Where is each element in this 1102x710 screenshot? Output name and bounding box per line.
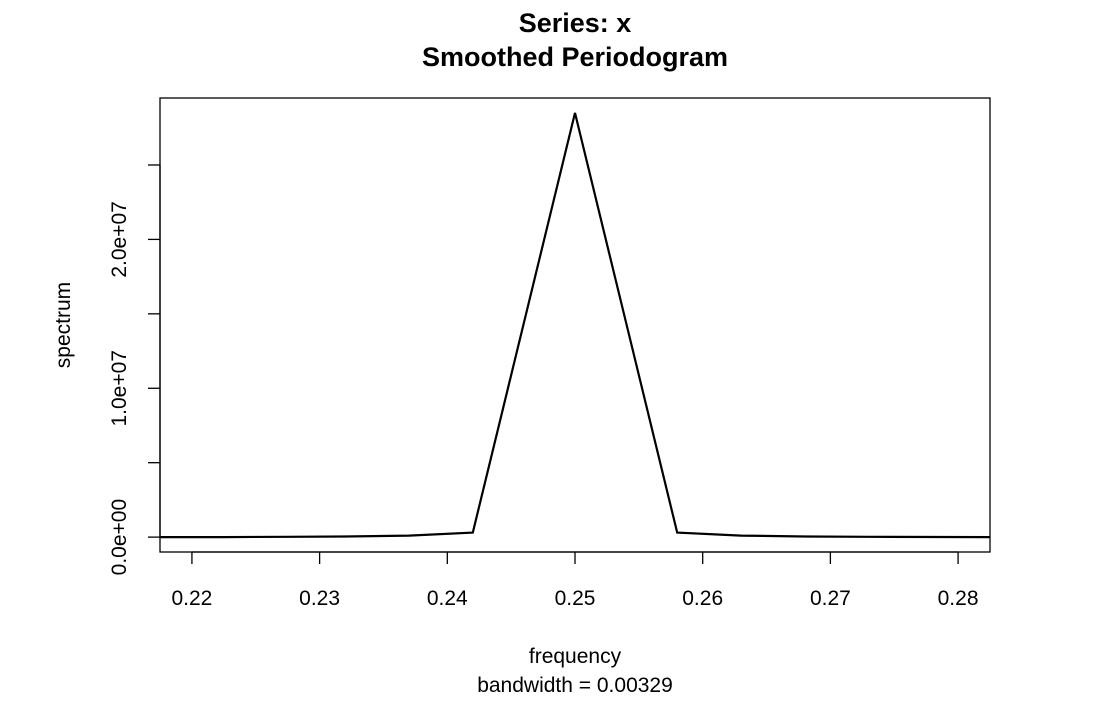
- x-tick-label: 0.23: [299, 587, 340, 610]
- x-tick-label: 0.27: [810, 587, 851, 610]
- x-tick-label: 0.28: [938, 587, 979, 610]
- bandwidth-label: bandwidth = 0.00329: [477, 674, 673, 697]
- chart-subtitle: Smoothed Periodogram: [422, 42, 728, 72]
- chart-title: Series: x: [519, 8, 632, 38]
- x-tick-label: 0.24: [427, 587, 468, 610]
- x-axis-title: frequency: [529, 645, 622, 668]
- y-axis: 0.0e+00 1.0e+07 2.0e+07: [108, 164, 161, 576]
- x-tick-label: 0.22: [171, 587, 212, 610]
- x-axis: 0.22 0.23 0.24 0.25 0.26 0.27 0.28: [171, 551, 979, 610]
- y-tick-label: 2.0e+07: [108, 201, 131, 278]
- spectrum-line: [160, 112, 991, 539]
- x-tick-label: 0.25: [555, 587, 596, 610]
- y-tick-label: 0.0e+00: [108, 499, 131, 576]
- plot-frame: [159, 97, 991, 553]
- x-tick-label: 0.26: [682, 587, 723, 610]
- y-tick-label: 1.0e+07: [108, 350, 131, 427]
- y-axis-title: spectrum: [52, 282, 75, 368]
